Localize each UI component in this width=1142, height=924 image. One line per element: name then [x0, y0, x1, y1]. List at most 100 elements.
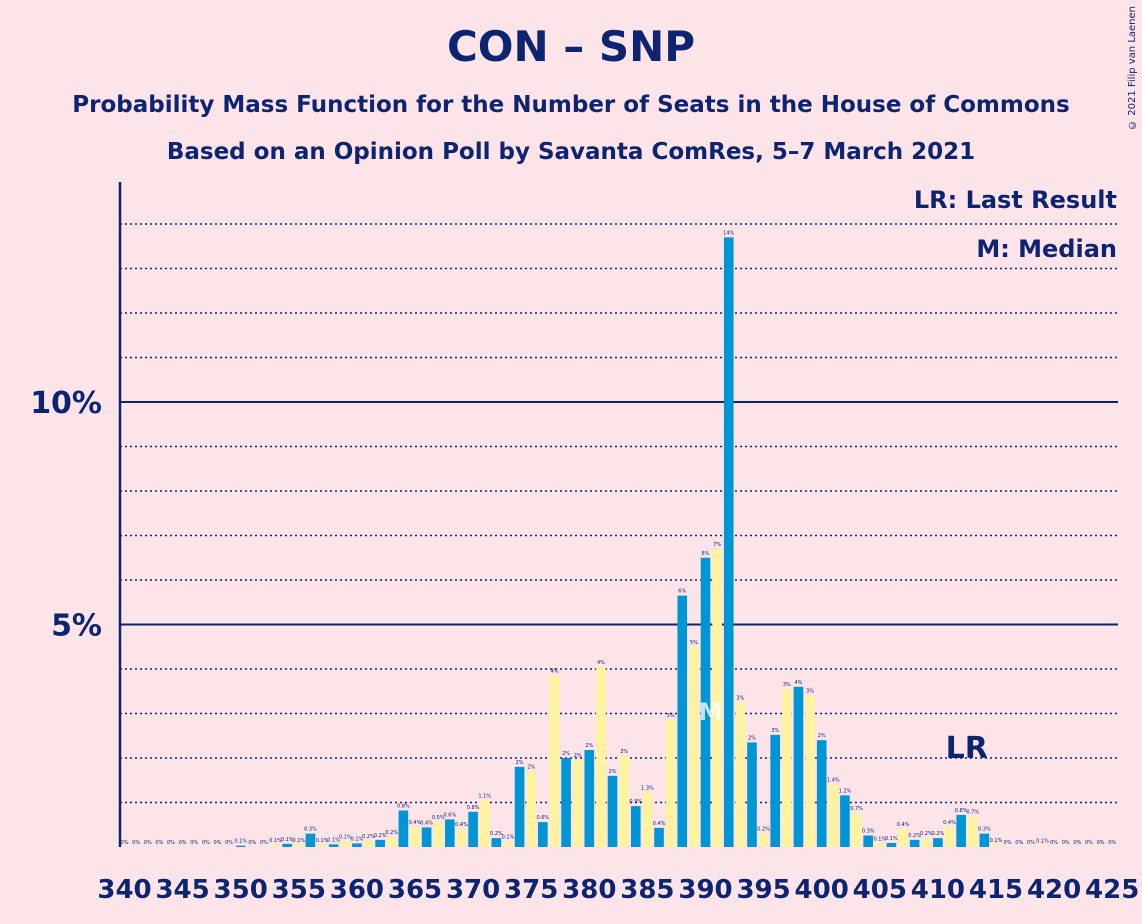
- bar: [816, 740, 827, 847]
- x-tick-label: 345: [155, 875, 209, 905]
- legend-last-result: LR: Last Result: [914, 186, 1117, 214]
- bar-series: [235, 237, 1048, 848]
- bar: [654, 827, 664, 847]
- bar-data-label: 0.4%: [897, 822, 910, 828]
- bar: [991, 844, 1001, 847]
- last-result-marker: LR: [946, 731, 988, 766]
- bar: [874, 843, 885, 847]
- bar-data-label: 0%: [144, 840, 152, 846]
- bar: [375, 839, 385, 847]
- bar-data-label: 0%: [1015, 840, 1023, 846]
- bar-data-label: 0%: [202, 840, 210, 846]
- bar-data-label: 0.2%: [362, 834, 375, 840]
- bar: [898, 829, 908, 847]
- bar: [421, 827, 432, 847]
- bar-data-label: 0%: [225, 840, 233, 846]
- bar: [503, 841, 513, 847]
- x-tick-label: 365: [388, 875, 442, 905]
- bar: [235, 845, 246, 847]
- bar: [840, 795, 850, 847]
- bar-data-label: 0.1%: [327, 837, 340, 843]
- bar: [933, 838, 943, 847]
- bar-data-label: 4%: [597, 660, 605, 666]
- bar-data-label: 0.2%: [374, 833, 387, 839]
- bar: [723, 237, 734, 848]
- bar: [514, 766, 525, 847]
- bar: [293, 844, 304, 847]
- bar-data-label: 1.4%: [827, 778, 840, 784]
- bar-data-label: 0%: [1073, 840, 1081, 846]
- bar-data-label: 1.2%: [839, 788, 852, 794]
- bar: [561, 758, 571, 847]
- bar-data-label: 0.7%: [966, 810, 979, 816]
- bar: [886, 842, 897, 847]
- bar-data-label: 0%: [1108, 840, 1116, 846]
- bar: [410, 826, 420, 847]
- bar-data-label: 0.4%: [455, 822, 468, 828]
- bar-data-label: 0.2%: [908, 833, 921, 839]
- bar: [967, 816, 978, 847]
- bar: [445, 819, 455, 847]
- bar-data-label: 0.4%: [409, 820, 422, 826]
- bar-data-label: 2%: [585, 743, 593, 749]
- bar: [793, 686, 804, 847]
- bar: [433, 822, 444, 847]
- x-tick-label: 410: [911, 875, 965, 905]
- bar: [851, 813, 862, 847]
- bar: [584, 749, 595, 847]
- bar-data-label: 2%: [609, 769, 617, 775]
- bar: [340, 841, 351, 847]
- bar: [386, 837, 397, 847]
- bar-data-label: 0.6%: [444, 812, 457, 818]
- bar-data-label: 5%: [690, 640, 698, 646]
- bar-data-label: 0%: [121, 840, 129, 846]
- data-labels: 0% 0% 0% 0% 0% 0% 0% 0% 0% 0% 0.1% 0% 0% 0.1%0.1%0.1%…: [121, 230, 1117, 846]
- bar: [956, 814, 966, 847]
- bar: [328, 844, 339, 847]
- bar-data-label: 0.1%: [316, 838, 329, 844]
- bar-data-label: 0%: [248, 840, 256, 846]
- y-tick-label: 10%: [30, 386, 102, 421]
- bar: [398, 810, 409, 847]
- bar-data-label: 0.3%: [862, 828, 875, 834]
- bar: [549, 675, 560, 847]
- bar-data-label: 2%: [748, 735, 756, 741]
- x-tick-label: 355: [272, 875, 326, 905]
- bar-data-label: 0%: [155, 840, 163, 846]
- bar-data-label: 0%: [260, 840, 268, 846]
- bar: [805, 695, 815, 847]
- bar: [909, 839, 920, 847]
- bar-data-label: 0.2%: [932, 831, 945, 837]
- bar-data-label: 0.9%: [629, 799, 642, 805]
- y-tick-label: 5%: [51, 609, 102, 644]
- bar: [712, 548, 722, 847]
- bar: [607, 775, 618, 847]
- bar: [352, 843, 362, 847]
- bar-data-label: 2%: [620, 749, 628, 755]
- bar: [863, 835, 873, 847]
- bar-data-label: 0.1%: [339, 835, 352, 841]
- x-tick-label: 350: [214, 875, 268, 905]
- bar: [630, 806, 641, 847]
- bar-data-label: 3%: [667, 713, 675, 719]
- bar: [735, 702, 746, 847]
- bar-data-label: 2%: [574, 753, 582, 759]
- bar: [619, 755, 629, 847]
- bar-data-label: 0%: [1097, 840, 1105, 846]
- x-tick-label: 420: [1027, 875, 1081, 905]
- bar: [677, 595, 688, 847]
- bar: [770, 734, 781, 847]
- bar-data-label: 0.3%: [304, 827, 317, 833]
- bar-data-label: 0.1%: [1036, 839, 1049, 845]
- bar-data-label: 0.1%: [885, 836, 898, 842]
- bar-data-label: 14%: [723, 230, 734, 236]
- bar-data-label: 0.1%: [502, 835, 515, 841]
- bar-data-label: 0.5%: [432, 815, 445, 821]
- bar-data-label: 0.2%: [920, 831, 933, 837]
- bar-data-label: 0%: [1050, 840, 1058, 846]
- bar: [642, 792, 653, 847]
- bar: [1037, 845, 1048, 847]
- bar-data-label: 0%: [167, 840, 175, 846]
- bar: [758, 833, 769, 847]
- bar: [665, 720, 676, 847]
